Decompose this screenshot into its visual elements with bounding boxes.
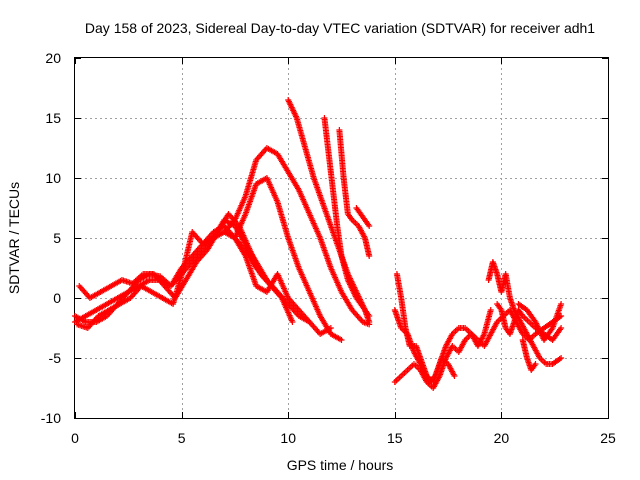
plot-frame [74, 57, 609, 419]
data-point [451, 373, 458, 379]
data-point [532, 361, 539, 367]
x-axis-label: GPS time / hours [287, 457, 394, 473]
data-point [366, 319, 373, 325]
y-tick-label: 0 [53, 290, 61, 306]
y-tick-label: 10 [45, 170, 61, 186]
x-tick-label: 15 [387, 430, 403, 446]
y-tick-label: 5 [53, 230, 61, 246]
data-point [338, 337, 345, 343]
y-tick-labels: -10 -5 0 5 10 15 20 [41, 50, 61, 426]
data-point [558, 301, 565, 307]
x-tick-labels: 0 5 10 15 20 25 [71, 430, 616, 446]
chart-title: Day 158 of 2023, Sidereal Day-to-day VTE… [85, 20, 595, 36]
data-point [487, 307, 494, 313]
data-point [558, 355, 565, 361]
x-tick-label: 0 [71, 430, 79, 446]
y-tick-label: 20 [45, 50, 61, 66]
y-tick-label: -10 [41, 410, 61, 426]
series-track-16 [519, 337, 539, 373]
data-point [366, 253, 373, 259]
data-point [558, 325, 565, 331]
series-track-17 [515, 301, 565, 343]
series-track-10 [353, 205, 373, 229]
y-tick-label: -5 [49, 350, 62, 366]
x-tick-label: 20 [494, 430, 510, 446]
series-track-13 [393, 271, 458, 385]
data-point [306, 319, 313, 325]
x-tick-label: 5 [178, 430, 186, 446]
y-tick-label: 15 [45, 110, 61, 126]
series-track-8 [321, 115, 373, 325]
series-track-5 [221, 145, 373, 328]
data-point [366, 223, 373, 229]
data-points [72, 97, 565, 391]
x-tick-label: 25 [600, 430, 616, 446]
x-tick-label: 10 [280, 430, 296, 446]
data-point [289, 319, 296, 325]
series-track-4 [74, 229, 313, 331]
axis-ticks [75, 58, 609, 419]
data-point [558, 313, 565, 319]
series-track-9 [336, 127, 373, 259]
y-axis-label: SDTVAR / TECUs [6, 182, 22, 294]
series-track-6 [231, 175, 345, 343]
